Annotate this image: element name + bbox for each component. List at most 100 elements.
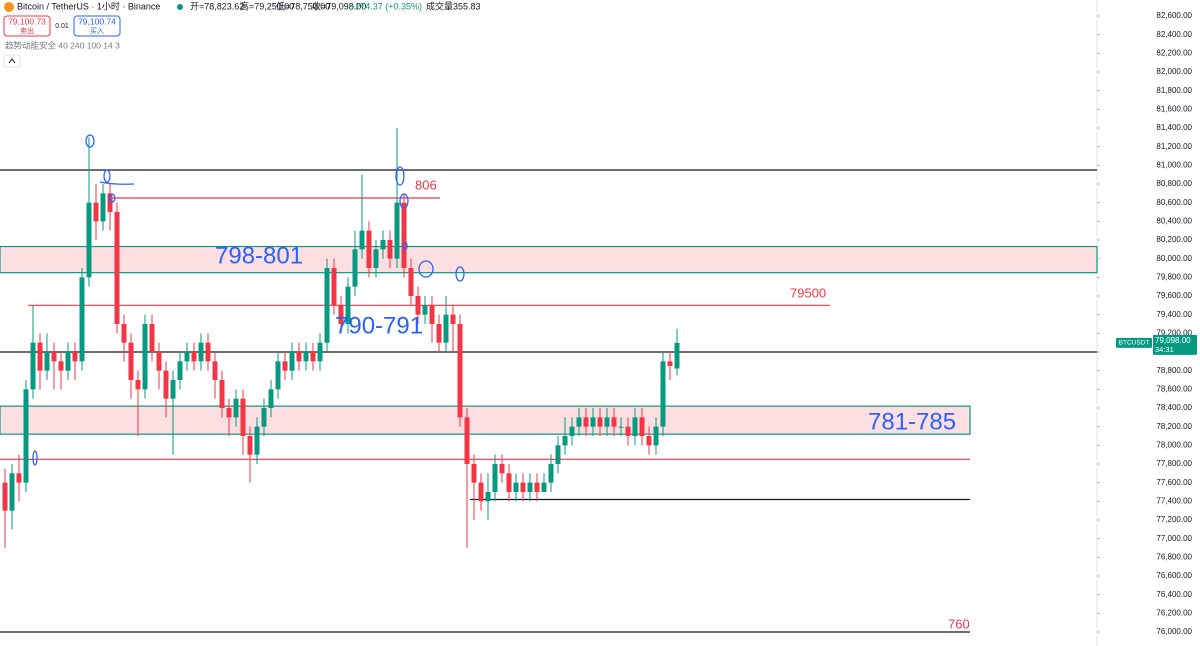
candle-body (23, 389, 29, 483)
candle-body (156, 352, 162, 371)
candle-body (583, 417, 589, 427)
candle-body (443, 314, 449, 343)
ohlc: 收=79,098.00 (312, 0, 366, 11)
candle-body (576, 417, 582, 427)
y-tick-label: 82,200.00 (1156, 48, 1192, 57)
candle-body (303, 352, 309, 362)
candle-body (58, 361, 64, 371)
ohlc: 开=78,823.62 (190, 1, 244, 11)
collapse-icon (8, 58, 16, 64)
candle-body (569, 426, 575, 436)
candle-body (93, 202, 99, 222)
candle-body (2, 482, 8, 511)
price-tag-bg (1153, 334, 1197, 355)
buy-price: 79,100.74 (78, 16, 116, 26)
candle-body (618, 426, 624, 428)
annotation: 798-801 (215, 242, 303, 269)
candle-body (611, 417, 617, 427)
candle-body (177, 361, 183, 380)
annotation: 760 (948, 616, 970, 631)
candle-body (436, 324, 442, 343)
status-dot (177, 4, 183, 10)
candle-body (429, 305, 435, 324)
candle-body (387, 240, 393, 259)
candle-body (16, 473, 22, 483)
candle-body (338, 305, 344, 324)
candle-body (121, 324, 127, 343)
doodle (85, 134, 95, 148)
candle-body (191, 352, 197, 362)
y-tick-label: 76,200.00 (1156, 608, 1192, 617)
candle-body (667, 361, 673, 366)
y-tick-label: 79,800.00 (1156, 272, 1192, 281)
candle-body (282, 361, 288, 371)
candle-body (534, 482, 540, 492)
candle-body (9, 473, 15, 511)
annotation: 806 (415, 177, 437, 192)
candle-body (457, 324, 463, 418)
y-tick-label: 80,800.00 (1156, 179, 1192, 188)
candle-body (562, 436, 568, 446)
sell-button[interactable] (3, 15, 51, 37)
candle-body (226, 408, 232, 418)
zone (0, 405, 971, 435)
y-tick-label: 82,400.00 (1156, 30, 1192, 39)
buy-button[interactable] (73, 15, 121, 37)
candle-body (597, 417, 603, 427)
candle-body (660, 361, 666, 427)
symbol: Bitcoin / TetherUS · 1小时 · Binance (17, 0, 160, 11)
y-tick-label: 80,200.00 (1156, 235, 1192, 244)
candle-body (499, 464, 505, 474)
candle-body (107, 193, 113, 212)
y-tick-label: 82,000.00 (1156, 67, 1192, 76)
y-tick-label: 80,400.00 (1156, 216, 1192, 225)
y-tick-label: 80,600.00 (1156, 198, 1192, 207)
candle-body (359, 230, 365, 250)
candle-body (513, 482, 519, 492)
candle-body (331, 268, 337, 306)
candle-body (653, 426, 659, 446)
annotation: 79500 (790, 285, 826, 300)
doodle (99, 181, 135, 185)
y-tick-label: 78,600.00 (1156, 384, 1192, 393)
doodle (108, 193, 116, 203)
sell-label: 卖出 (20, 26, 34, 35)
candle-body (464, 417, 470, 464)
y-tick-label: 78,000.00 (1156, 440, 1192, 449)
doodle (455, 266, 465, 282)
candle-body (352, 249, 358, 287)
candle-body (184, 352, 190, 362)
y-tick-label: 76,400.00 (1156, 590, 1192, 599)
y-tick-label: 81,800.00 (1156, 86, 1192, 95)
y-tick-label: 77,400.00 (1156, 496, 1192, 505)
candle-body (65, 352, 71, 371)
annotation: 781-785 (868, 408, 956, 435)
candle-body (471, 464, 477, 483)
candle-body (170, 380, 176, 399)
candle-body (51, 352, 57, 362)
candle-body (254, 426, 260, 455)
candle-body (646, 436, 652, 446)
y-tick-label: 79,400.00 (1156, 310, 1192, 319)
collapse-button[interactable] (3, 54, 21, 68)
candle-body (373, 249, 379, 268)
candle-body (604, 417, 610, 427)
candle-body (135, 380, 141, 390)
y-tick-label: 81,600.00 (1156, 104, 1192, 113)
price-tag-symbol-bg (1116, 337, 1152, 348)
candle-body (289, 352, 295, 371)
candle-body (401, 202, 407, 268)
y-tick-label: 81,400.00 (1156, 123, 1192, 132)
candle-body (590, 417, 596, 427)
candle-body (345, 286, 351, 324)
y-tick-label: 76,800.00 (1156, 552, 1192, 561)
candle-body (450, 314, 456, 324)
y-tick-label: 81,200.00 (1156, 142, 1192, 151)
doodle (395, 166, 405, 186)
ohlc-change: +274.37 (+0.35%) (350, 1, 422, 11)
zone (0, 245, 1098, 274)
candle-body (163, 370, 169, 399)
candle-body (485, 492, 491, 502)
indicator: 趋势动能安全 40 240 100 14 3 (5, 40, 120, 50)
